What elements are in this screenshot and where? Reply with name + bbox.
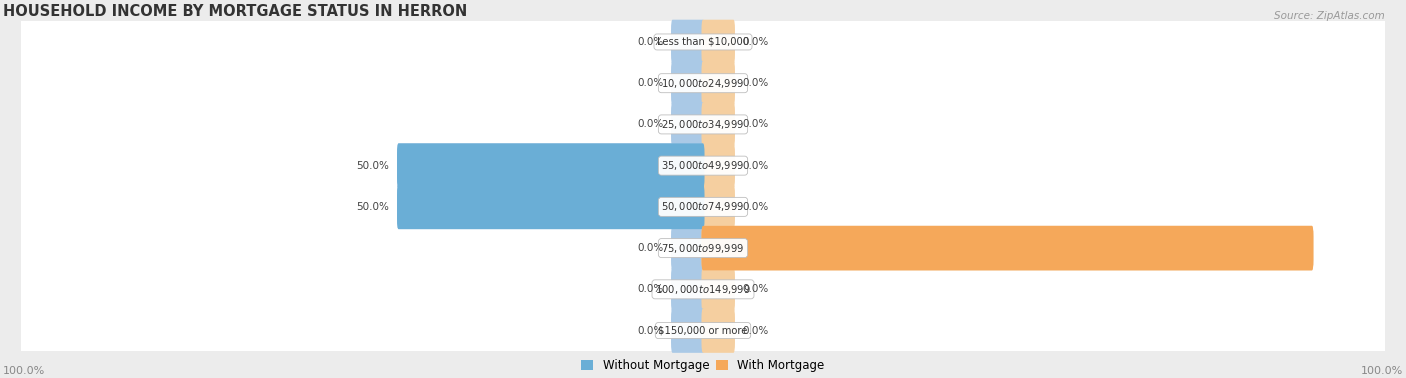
FancyBboxPatch shape	[702, 226, 1313, 270]
Text: HOUSEHOLD INCOME BY MORTGAGE STATUS IN HERRON: HOUSEHOLD INCOME BY MORTGAGE STATUS IN H…	[3, 3, 467, 19]
Text: 100.0%: 100.0%	[1322, 243, 1361, 253]
Text: $35,000 to $49,999: $35,000 to $49,999	[661, 159, 745, 172]
FancyBboxPatch shape	[396, 184, 704, 229]
FancyBboxPatch shape	[671, 226, 704, 270]
FancyBboxPatch shape	[702, 267, 735, 311]
Text: 0.0%: 0.0%	[742, 325, 769, 336]
Text: $150,000 or more: $150,000 or more	[658, 325, 748, 336]
Bar	[21, 310, 1385, 351]
Text: 0.0%: 0.0%	[742, 161, 769, 170]
FancyBboxPatch shape	[671, 20, 704, 64]
FancyBboxPatch shape	[702, 308, 735, 353]
FancyBboxPatch shape	[671, 102, 704, 147]
FancyBboxPatch shape	[671, 61, 704, 105]
Bar	[21, 145, 1385, 186]
Text: Less than $10,000: Less than $10,000	[657, 37, 749, 47]
Text: 100.0%: 100.0%	[3, 366, 45, 376]
Text: Source: ZipAtlas.com: Source: ZipAtlas.com	[1274, 11, 1385, 21]
Bar	[21, 104, 1385, 145]
Text: 100.0%: 100.0%	[1361, 366, 1403, 376]
Text: 0.0%: 0.0%	[637, 243, 664, 253]
FancyBboxPatch shape	[702, 143, 735, 188]
Text: 50.0%: 50.0%	[357, 161, 389, 170]
Text: $100,000 to $149,999: $100,000 to $149,999	[655, 283, 751, 296]
FancyBboxPatch shape	[702, 226, 1313, 270]
FancyBboxPatch shape	[396, 184, 704, 229]
FancyBboxPatch shape	[396, 143, 704, 188]
FancyBboxPatch shape	[702, 184, 735, 229]
FancyBboxPatch shape	[671, 308, 704, 353]
FancyBboxPatch shape	[702, 61, 735, 105]
Text: 0.0%: 0.0%	[742, 284, 769, 294]
Text: 0.0%: 0.0%	[637, 119, 664, 129]
Text: 50.0%: 50.0%	[357, 202, 389, 212]
Bar	[21, 228, 1385, 269]
FancyBboxPatch shape	[671, 267, 704, 311]
Text: 0.0%: 0.0%	[742, 119, 769, 129]
Text: 0.0%: 0.0%	[742, 37, 769, 47]
Text: 0.0%: 0.0%	[637, 325, 664, 336]
FancyBboxPatch shape	[396, 143, 704, 188]
Bar	[21, 269, 1385, 310]
Bar	[21, 21, 1385, 63]
Text: 0.0%: 0.0%	[637, 284, 664, 294]
Text: $10,000 to $24,999: $10,000 to $24,999	[661, 77, 745, 90]
FancyBboxPatch shape	[702, 20, 735, 64]
Text: 0.0%: 0.0%	[637, 78, 664, 88]
FancyBboxPatch shape	[702, 102, 735, 147]
Bar	[21, 63, 1385, 104]
Text: $25,000 to $34,999: $25,000 to $34,999	[661, 118, 745, 131]
Text: 0.0%: 0.0%	[742, 202, 769, 212]
Bar	[21, 186, 1385, 228]
Legend: Without Mortgage, With Mortgage: Without Mortgage, With Mortgage	[581, 359, 825, 372]
Text: $50,000 to $74,999: $50,000 to $74,999	[661, 200, 745, 213]
Text: 0.0%: 0.0%	[637, 37, 664, 47]
Text: $75,000 to $99,999: $75,000 to $99,999	[661, 242, 745, 255]
Text: 0.0%: 0.0%	[742, 78, 769, 88]
